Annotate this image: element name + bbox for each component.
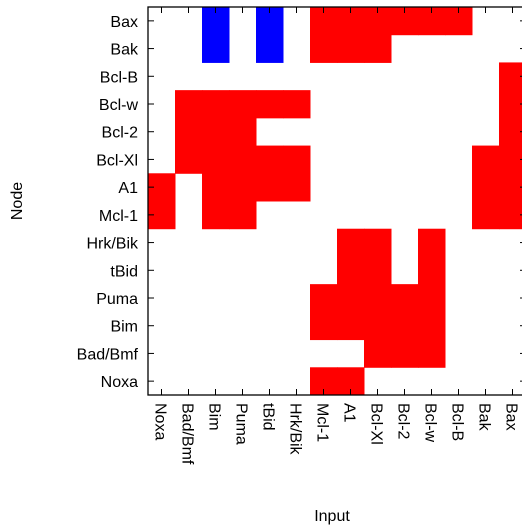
cell-bcl-w-tbid [256,90,284,119]
plot-frame [147,6,522,396]
cell-bcl-2-bim [202,117,230,147]
cell-bcl-xl-bak [472,145,500,174]
cell-bcl-xl-bad-bmf [175,145,203,174]
x-tick-label: Mcl-1 [314,403,331,442]
x-tick-label: Bcl-Xl [368,403,385,445]
y-tick-label: A1 [118,180,138,197]
cell-a1-tbid [256,173,284,202]
y-tick-labels: Bax Bak Bcl-B Bcl-w Bcl-2 Bcl-Xl A1 Mcl-1 Hrk/Bi… [77,14,139,391]
y-tick-label: Bak [110,42,139,59]
cell-puma-a1 [337,284,365,313]
cell-bcl-xl-tbid [256,145,284,174]
cell-bcl-xl-bim [202,145,230,174]
cell-mcl-1-bim [202,201,230,230]
cell-a1-hrk-bik [283,173,311,202]
x-axis-label: Input [314,508,350,525]
cell-hrk-bik-bcl-xl [364,228,392,257]
x-tick-label: Puma [233,403,250,445]
y-tick-label: Bax [110,14,138,31]
cell-bim-bcl-2 [391,311,419,341]
cell-puma-bcl-2 [391,284,419,313]
x-tick-label: tBid [260,403,277,431]
x-tick-label: Bad/Bmf [179,403,196,465]
cell-bcl-b-bax [499,62,522,91]
cell-a1-bim [202,173,230,202]
cell-bak-a1 [337,34,365,63]
cell-puma-bcl-w [418,284,446,313]
x-tick-label: A1 [341,403,358,423]
cell-bim-bcl-xl [364,311,392,341]
x-tick-label: Bcl-w [422,403,439,443]
cell-hrk-bik-bcl-w [418,228,446,257]
y-tick-label: Bcl-2 [102,125,139,142]
cell-bcl-w-bim [202,90,230,119]
cell-bcl-w-puma [229,90,257,119]
cell-bim-mcl-1 [310,311,338,341]
cell-tbid-a1 [337,256,365,285]
y-tick-label: Bad/Bmf [77,346,139,363]
cell-bim-bcl-w [418,311,446,341]
y-tick-label: Mcl-1 [99,208,138,225]
cell-bad-bmf-bcl-w [418,339,446,368]
cell-tbid-bcl-w [418,256,446,285]
y-tick-label: Bim [110,319,138,336]
y-tick-label: Bcl-Xl [96,152,138,169]
cell-bcl-xl-puma [229,145,257,174]
cell-tbid-bcl-xl [364,256,392,285]
cell-mcl-1-bak [472,201,500,230]
cell-bcl-w-hrk-bik [283,90,311,119]
y-tick-label: Puma [96,291,138,308]
cell-a1-bax [499,173,522,202]
cell-bcl-2-bax [499,117,522,147]
cell-bak-tbid [256,34,284,63]
x-tick-label: Bax [503,403,520,431]
y-tick-label: Bcl-w [99,97,139,114]
cell-mcl-1-bax [499,201,522,230]
x-tick-label: Hrk/Bik [287,403,304,456]
cell-bim-a1 [337,311,365,341]
cell-puma-bcl-xl [364,284,392,313]
cell-bcl-2-puma [229,117,257,147]
x-tick-labels: Noxa Bad/Bmf Bim Puma tBid Hrk/Bik Mcl-1 A1 Bcl-… [152,403,520,465]
cell-puma-mcl-1 [310,284,338,313]
cell-mcl-1-puma [229,201,257,230]
cell-bad-bmf-bcl-xl [364,339,392,368]
x-tick-label: Noxa [152,403,169,440]
cell-a1-puma [229,173,257,202]
x-tick-label: Bak [476,403,493,432]
y-tick-label: Hrk/Bik [86,236,139,253]
cell-bcl-xl-hrk-bik [283,145,311,174]
cell-hrk-bik-a1 [337,228,365,257]
cell-bad-bmf-bcl-2 [391,339,419,368]
cell-bak-mcl-1 [310,34,338,63]
y-tick-label: Noxa [101,374,138,391]
y-axis-label: Node [9,182,26,220]
x-tick-label: Bcl-2 [395,403,412,440]
heatmap-cells [148,7,522,396]
cell-bcl-w-bad-bmf [175,90,203,119]
y-tick-label: Bcl-B [100,69,138,86]
cell-bak-bcl-xl [364,34,392,63]
x-tick-label: Bcl-B [449,403,466,441]
cell-bcl-2-bad-bmf [175,117,203,147]
y-tick-label: tBid [110,263,138,280]
x-tick-label: Bim [206,403,223,431]
cell-bcl-w-bax [499,90,522,119]
axis-ticks [148,7,522,395]
cell-bak-bim [202,34,230,63]
cell-a1-bak [472,173,500,202]
cell-bcl-xl-bax [499,145,522,174]
